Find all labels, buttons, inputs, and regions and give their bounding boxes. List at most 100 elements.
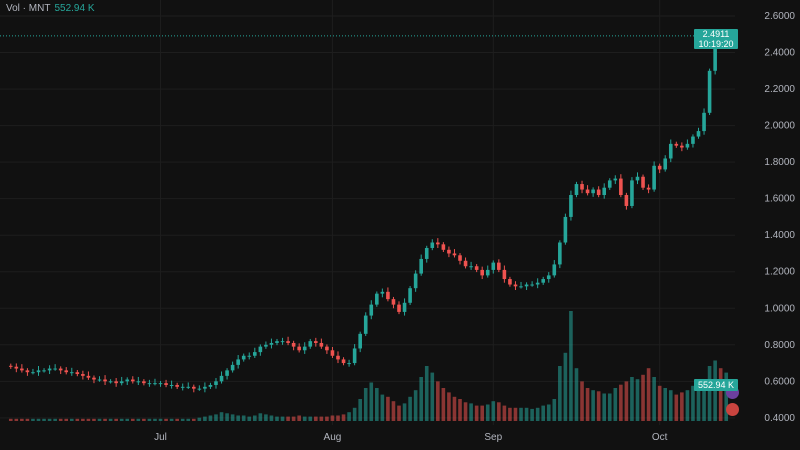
candle-body — [602, 187, 607, 196]
volume-bar — [341, 414, 346, 421]
candle-body — [641, 176, 645, 188]
volume-bar — [635, 379, 640, 421]
volume-bar — [641, 374, 645, 421]
volume-bar — [286, 416, 290, 421]
volume-bar — [175, 418, 179, 421]
volume-bar — [524, 407, 529, 421]
volume-bar — [630, 377, 634, 421]
volume-bar — [458, 399, 462, 421]
volume-bar — [264, 414, 268, 421]
candle-body — [81, 374, 85, 376]
candle-body — [64, 370, 69, 373]
volume-header-label: Vol · MNT — [6, 3, 51, 14]
volume-bar — [280, 416, 285, 421]
volume-bar — [92, 418, 96, 421]
volume-bars — [8, 311, 729, 421]
last-price-time: 10:19:20 — [698, 39, 734, 49]
volume-bar — [707, 366, 712, 421]
volume-bar — [386, 396, 390, 421]
candle-body — [535, 282, 540, 285]
x-axis: Jul Aug Sep Oct — [154, 432, 668, 443]
candle-body — [436, 242, 440, 245]
volume-bar — [136, 418, 141, 421]
y-tick-label: 2.0000 — [764, 121, 795, 132]
volume-bar — [297, 415, 301, 421]
volume-bar — [347, 412, 351, 421]
volume-bar — [580, 381, 584, 421]
volume-bar — [214, 414, 218, 421]
candle-body — [230, 364, 235, 371]
volume-bar — [369, 382, 374, 421]
volume-bar — [142, 418, 146, 421]
volume-bar — [25, 418, 30, 421]
x-tick-label: Sep — [484, 432, 502, 443]
candle-body — [646, 187, 651, 190]
candle-body — [663, 158, 668, 170]
volume-bar — [657, 385, 662, 421]
candle-body — [380, 291, 385, 294]
candle-body — [619, 178, 623, 196]
candle-body — [164, 383, 168, 385]
volume-bar — [402, 403, 407, 421]
volume-bar — [180, 418, 185, 421]
volume-bar — [463, 402, 468, 421]
candle-body — [314, 341, 318, 343]
candle-body — [180, 386, 185, 388]
x-tick-label: Jul — [154, 432, 167, 443]
candle-body — [530, 284, 534, 286]
candle-body — [241, 355, 246, 360]
candle-body — [203, 386, 207, 389]
candle-body — [47, 368, 52, 371]
candle-body — [247, 355, 252, 357]
volume-bar — [302, 416, 307, 421]
candle-body — [419, 258, 423, 274]
chart-grid — [0, 0, 735, 425]
last-price-tag: 2.4911 10:19:20 — [694, 29, 738, 49]
candle-body — [691, 136, 695, 144]
candle-body — [585, 189, 590, 194]
y-tick-label: 1.0000 — [764, 303, 795, 314]
candle-body — [97, 379, 102, 381]
volume-bar — [574, 368, 579, 421]
volume-bar — [602, 393, 607, 421]
candle-body — [430, 242, 435, 248]
candle-body — [668, 143, 673, 159]
flag-icon[interactable] — [726, 403, 739, 416]
volume-bar — [186, 418, 191, 421]
y-tick-label: 2.4000 — [764, 48, 795, 59]
volume-bar — [319, 416, 324, 421]
candle-body — [275, 341, 279, 343]
candle-body — [469, 266, 473, 268]
candle-body — [236, 359, 240, 365]
volume-bar — [469, 403, 473, 421]
volume-bar — [158, 418, 163, 421]
volume-bar — [20, 418, 24, 421]
candle-body — [319, 342, 324, 347]
candle-body — [652, 165, 656, 190]
candle-body — [458, 255, 462, 261]
volume-bar — [541, 405, 546, 421]
volume-bar — [619, 384, 623, 421]
volume-bar — [191, 418, 196, 421]
candle-body — [269, 342, 274, 345]
candle-body — [580, 184, 584, 190]
volume-bar — [685, 390, 690, 421]
candle-body — [186, 386, 191, 388]
volume-bar — [36, 418, 41, 421]
volume-bar — [519, 407, 523, 421]
candle-body — [58, 368, 63, 371]
volume-bar — [69, 418, 74, 421]
volume-bar — [375, 388, 379, 421]
volume-bar — [308, 416, 313, 421]
candle-body — [191, 386, 196, 389]
candle-body — [130, 379, 135, 382]
candle-body — [447, 249, 451, 254]
volume-bar — [75, 418, 80, 421]
candle-body — [563, 216, 568, 243]
candle-body — [502, 269, 507, 280]
volume-bar — [552, 399, 557, 421]
volume-bar — [97, 418, 102, 421]
candle-body — [702, 112, 706, 132]
candle-body — [25, 370, 30, 373]
